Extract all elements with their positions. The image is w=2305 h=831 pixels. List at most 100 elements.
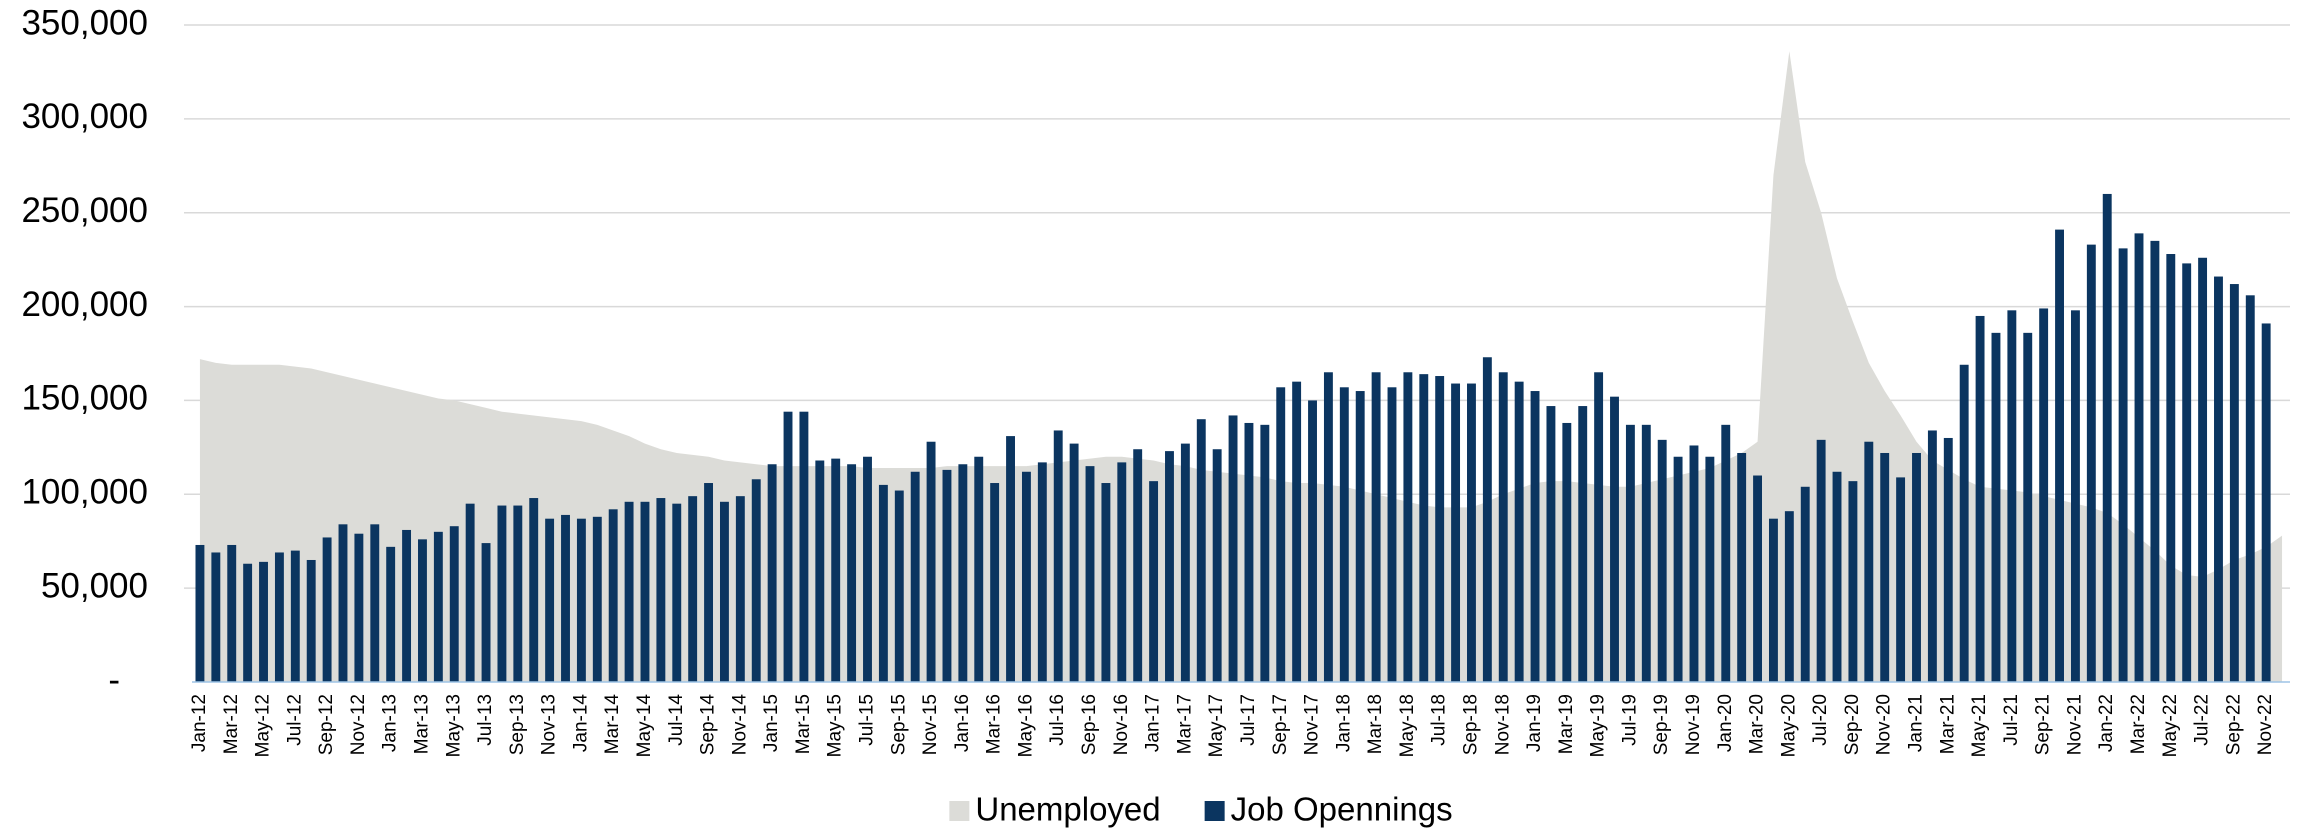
bar bbox=[704, 483, 714, 682]
bar bbox=[1133, 449, 1143, 682]
bar bbox=[863, 456, 872, 682]
bar bbox=[1355, 391, 1365, 682]
bar bbox=[1021, 471, 1031, 682]
y-tick-label: 300,000 bbox=[21, 97, 148, 136]
x-tick-label: May-15 bbox=[825, 694, 846, 757]
bar bbox=[1180, 443, 1190, 682]
x-tick-label: Mar-12 bbox=[221, 694, 242, 754]
x-tick-label: Jan-16 bbox=[952, 694, 973, 752]
bar bbox=[386, 546, 396, 682]
bar bbox=[497, 505, 507, 682]
bar bbox=[1832, 471, 1842, 682]
x-tick-label: May-14 bbox=[634, 694, 655, 758]
bar bbox=[2134, 233, 2144, 682]
x-tick-label: Sep-19 bbox=[1651, 694, 1672, 755]
legend: Unemployed Job Opennings bbox=[949, 791, 1453, 828]
x-tick-label: Sep-22 bbox=[2223, 694, 2244, 755]
bar bbox=[831, 458, 841, 682]
x-tick-label: Nov-20 bbox=[1874, 694, 1895, 755]
bar bbox=[990, 483, 1000, 682]
bar bbox=[2150, 240, 2160, 682]
x-tick-label: Mar-19 bbox=[1556, 694, 1577, 754]
bar bbox=[1498, 372, 1508, 682]
bar bbox=[942, 469, 952, 682]
bar bbox=[1419, 374, 1429, 682]
bar bbox=[2198, 257, 2208, 682]
bar bbox=[2023, 332, 2033, 682]
bar bbox=[1403, 372, 1413, 682]
bar bbox=[1339, 387, 1349, 682]
x-tick-label: Jan-21 bbox=[1906, 694, 1927, 752]
bar bbox=[2261, 323, 2271, 682]
x-tick-label: May-12 bbox=[253, 694, 274, 757]
x-tick-label: Nov-18 bbox=[1492, 694, 1513, 755]
x-tick-label: Jul-22 bbox=[2192, 694, 2213, 746]
bar bbox=[227, 544, 237, 682]
bar bbox=[1117, 462, 1127, 682]
bar bbox=[1037, 462, 1047, 682]
bar bbox=[2214, 276, 2223, 682]
bar bbox=[608, 509, 618, 682]
x-tick-label: May-18 bbox=[1397, 694, 1418, 757]
bar bbox=[1578, 406, 1588, 682]
bar bbox=[1006, 436, 1015, 682]
bar bbox=[433, 531, 443, 682]
bar bbox=[1753, 475, 1763, 682]
bar bbox=[672, 503, 682, 682]
bar bbox=[688, 496, 698, 682]
bar bbox=[2070, 310, 2080, 682]
bar bbox=[894, 490, 904, 682]
bar bbox=[1308, 400, 1317, 682]
bar bbox=[2086, 244, 2096, 682]
bar bbox=[290, 550, 300, 682]
bar bbox=[1959, 364, 1969, 682]
x-tick-label: Jan-17 bbox=[1143, 694, 1164, 752]
y-tick-label: - bbox=[108, 660, 120, 699]
bar bbox=[1292, 381, 1302, 682]
x-tick-label: Mar-22 bbox=[2128, 694, 2149, 754]
bar bbox=[1228, 415, 1238, 682]
bar bbox=[465, 503, 475, 682]
x-tick-label: Nov-17 bbox=[1302, 694, 1323, 755]
bar bbox=[2007, 310, 2017, 682]
bar bbox=[1514, 381, 1524, 682]
bar bbox=[2118, 248, 2128, 682]
x-tick-label: Jul-18 bbox=[1429, 694, 1450, 746]
bar bbox=[1625, 424, 1635, 682]
x-tick-label: Sep-17 bbox=[1270, 694, 1291, 755]
y-tick-label: 50,000 bbox=[41, 566, 148, 605]
x-tick-label: May-21 bbox=[1969, 694, 1990, 757]
bar bbox=[1800, 486, 1810, 682]
x-tick-label: Jan-12 bbox=[189, 694, 210, 752]
bar bbox=[1768, 518, 1778, 682]
bar bbox=[656, 498, 666, 682]
x-tick-label: May-16 bbox=[1015, 694, 1036, 757]
bar bbox=[1912, 452, 1921, 682]
x-tick-label: Nov-16 bbox=[1111, 694, 1132, 755]
bar bbox=[1721, 424, 1731, 682]
x-tick-label: Jan-15 bbox=[761, 694, 782, 752]
bar bbox=[2182, 263, 2192, 682]
bar bbox=[529, 498, 539, 682]
x-tick-label: Jul-12 bbox=[284, 694, 305, 746]
bar bbox=[1880, 452, 1890, 682]
bar bbox=[1657, 439, 1667, 682]
x-tick-label: Nov-15 bbox=[920, 694, 941, 755]
bar bbox=[878, 484, 888, 682]
bar bbox=[1689, 445, 1699, 682]
x-tick-label: Jan-14 bbox=[570, 694, 591, 753]
legend-label: Job Opennings bbox=[1231, 791, 1453, 828]
x-tick-label: Mar-13 bbox=[411, 694, 432, 754]
x-tick-label: Jul-16 bbox=[1047, 694, 1068, 746]
bar bbox=[1085, 466, 1095, 682]
x-tick-label: Jul-17 bbox=[1238, 694, 1259, 746]
bar bbox=[1260, 424, 1270, 682]
x-tick-label: Jul-21 bbox=[2001, 694, 2022, 746]
bar bbox=[1387, 387, 1397, 682]
bar bbox=[847, 464, 857, 682]
bar bbox=[1196, 419, 1206, 682]
x-tick-label: Nov-13 bbox=[539, 694, 560, 755]
bar bbox=[624, 501, 634, 682]
bar bbox=[1673, 456, 1683, 682]
